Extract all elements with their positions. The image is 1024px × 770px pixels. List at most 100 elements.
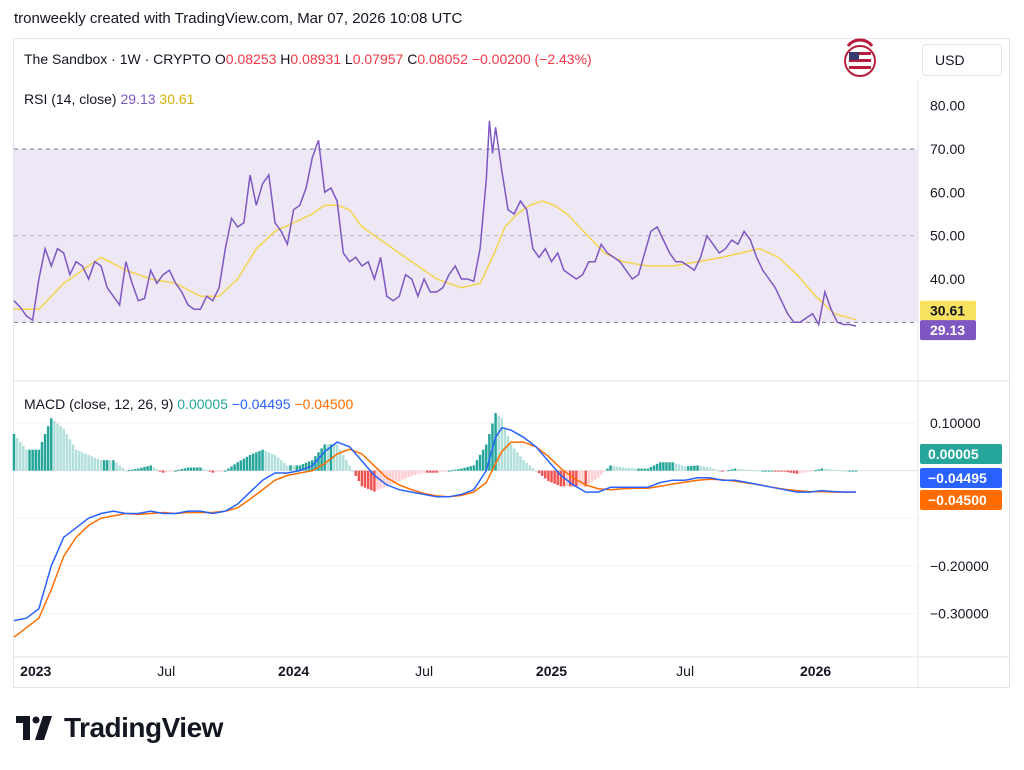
macd-hist-price-tag-text: 0.00005 [928,446,979,462]
macd-histogram-bar [214,470,218,473]
macd-histogram-bar [283,462,286,471]
macd-histogram-bar [652,465,656,471]
macd-histogram-bar [118,465,121,471]
macd-legend: MACD (close, 12, 26, 9) 0.00005 −0.04495… [24,396,353,412]
macd-histogram-bar [568,470,572,487]
macd-histogram-bar [363,470,367,488]
macd-histogram-bar [795,470,799,474]
macd-histogram-bar [603,470,606,472]
macd-histogram-bar [391,470,395,484]
macd-histogram-bar [93,457,97,471]
macd-histogram-bar [233,464,236,471]
macd-histogram-bar [829,469,833,471]
macd-histogram-bar [78,451,81,471]
macd-histogram-bar [31,449,34,471]
x-tick-label: 2024 [278,663,309,679]
macd-histogram-bar [612,465,615,471]
macd-histogram-bar [761,470,765,472]
macd-histogram-bar [478,454,482,471]
low-label: L [345,51,353,67]
macd-histogram-bar [752,470,755,472]
macd-histogram-bar [441,470,445,472]
macd-histogram-bar [279,460,283,471]
symbol-label: The Sandbox · 1W · CRYPTO [24,51,215,67]
macd-histogram-bar [540,470,544,476]
macd-histogram-bar [332,444,336,471]
rsi-line[interactable] [13,120,857,327]
macd-histogram-bar [68,439,72,471]
macd-histogram-bar [780,470,783,472]
macd-histogram-bar [217,470,221,472]
macd-histogram-bar [376,470,379,491]
macd-histogram-bar [267,452,271,471]
macd-histogram-bar [43,433,47,471]
macd-histogram-bar [690,465,693,471]
macd-histogram-bar [62,428,65,471]
macd-histogram-bar [488,433,491,471]
macd-signal-line[interactable] [13,441,856,638]
macd-histogram-bar [115,462,118,471]
macd-histogram-bar [839,470,842,472]
macd-histogram-bar [25,449,28,471]
macd-histogram-bar [646,468,650,471]
chart-svg[interactable]: The Sandbox · 1W · CRYPTO O0.08253 H0.08… [0,0,1024,700]
macd-histogram-bar [127,470,131,472]
macd-histogram-bar [671,462,674,471]
macd-line[interactable] [13,426,857,622]
macd-histogram-bar [596,470,600,478]
ohlc-header: The Sandbox · 1W · CRYPTO O0.08253 H0.08… [24,51,592,67]
open-label: O [215,51,226,67]
macd-macd-price-tag-text: −0.04495 [928,470,987,486]
macd-histogram-bar [388,470,392,486]
macd-histogram-bar [544,470,547,479]
macd-histogram-bar [242,458,246,471]
macd-histogram-bar [301,464,305,471]
macd-histogram-bar [186,467,190,471]
macd-histogram-bar [289,465,292,471]
macd-histogram-bar [621,467,625,471]
macd-histogram-bar [255,452,258,471]
currency-button[interactable]: USD [922,44,1002,76]
macd-histogram-bar [696,465,699,471]
macd-signal-price-tag-text: −0.04500 [928,492,987,508]
macd-histogram-bar [40,441,44,471]
flag-top-arc-icon [846,38,874,47]
macd-histogram-bar [335,444,339,471]
macd-histogram-bar [842,470,845,472]
macd-histogram-bar [413,470,417,476]
macd-histogram-bar [767,470,771,472]
macd-histogram-bar [298,465,302,471]
macd-histogram-bar [724,470,727,472]
macd-histogram-bar [410,470,413,476]
macd-histogram-bar [805,470,808,473]
rsi-y-tick-label: 40.00 [930,271,965,287]
macd-histogram-bar [90,456,93,471]
macd-histogram-bar [18,441,22,471]
macd-histogram-bar [590,470,594,483]
macd-histogram-bar [15,437,19,471]
macd-histogram-bar [401,470,404,480]
macd-histogram-bar [693,465,696,471]
macd-histogram-bar [286,465,289,471]
macd-histogram-bar [463,467,466,471]
rsi-y-tick-label: 50.00 [930,228,965,244]
macd-histogram-bar [565,470,569,487]
macd-histogram-bar [425,470,429,473]
macd-legend-title: MACD (close, 12, 26, 9) [24,396,177,412]
macd-histogram-bar [56,423,59,471]
macd-histogram-bar [764,470,768,472]
x-tick-label: 2023 [20,663,51,679]
macd-histogram-bar [342,454,345,471]
chart-caption: tronweekly created with TradingView.com,… [14,10,463,27]
rsi-ma-line[interactable] [14,200,857,321]
macd-histogram-bar [438,470,441,473]
macd-histogram-bar [460,468,463,471]
macd-histogram-bar [466,466,469,471]
macd-histogram-bar [680,465,684,471]
tradingview-logo[interactable]: TradingView [16,712,223,744]
macd-histogram-bar [770,470,774,472]
macd-histogram-bar [102,460,106,471]
macd-histogram-bar [584,470,587,487]
rsi-ma-price-tag-text: 30.61 [930,303,965,319]
macd-histogram-bar [130,469,134,471]
